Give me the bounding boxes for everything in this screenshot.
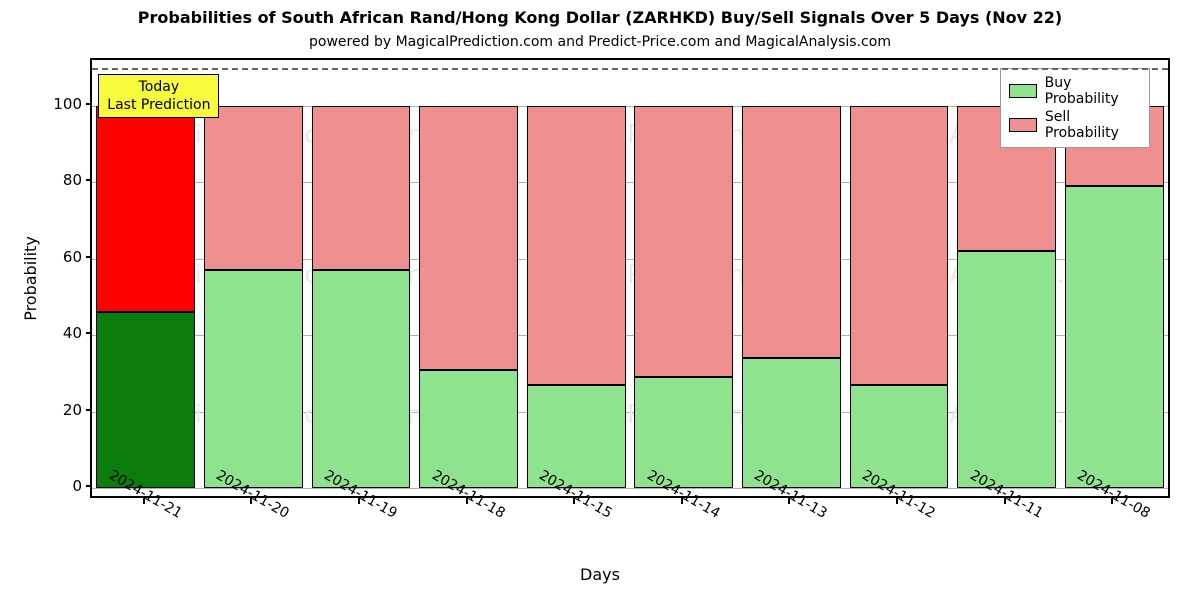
y-tick-label: 20	[63, 401, 82, 419]
today-callout: Today Last Prediction	[98, 74, 219, 118]
y-tick-label: 100	[53, 95, 82, 113]
sell-bar	[634, 106, 733, 378]
dashed-reference-line	[92, 68, 1168, 70]
legend-item-sell: Sell Probability	[1009, 109, 1141, 141]
legend-swatch-sell	[1009, 118, 1037, 132]
sell-bar	[312, 106, 411, 270]
y-tick-label: 60	[63, 248, 82, 266]
sell-bar	[96, 106, 195, 313]
y-tick-label: 0	[72, 477, 82, 495]
legend-label-sell: Sell Probability	[1045, 109, 1141, 141]
sell-bar	[742, 106, 841, 358]
x-axis-ticks: 2024-11-212024-11-202024-11-192024-11-18…	[90, 500, 1170, 570]
buy-bar	[204, 270, 303, 488]
sell-bar	[850, 106, 949, 385]
buy-bar	[312, 270, 411, 488]
sell-bar	[419, 106, 518, 370]
buy-bar	[96, 312, 195, 488]
buy-bar	[957, 251, 1056, 488]
y-tick-label: 80	[63, 171, 82, 189]
sell-bar	[527, 106, 626, 385]
y-axis-ticks: 0 20 40 60 80 100	[0, 58, 90, 498]
chart-title: Probabilities of South African Rand/Hong…	[0, 8, 1200, 27]
page-root: Probabilities of South African Rand/Hong…	[0, 0, 1200, 600]
legend-swatch-buy	[1009, 84, 1037, 98]
plot-area: MagicalPrediction.com Predict-Price.com …	[90, 58, 1170, 498]
y-tick-label: 40	[63, 324, 82, 342]
buy-bar	[1065, 186, 1164, 488]
legend-item-buy: Buy Probability	[1009, 75, 1141, 107]
chart-subtitle: powered by MagicalPrediction.com and Pre…	[0, 34, 1200, 50]
x-axis-label: Days	[0, 565, 1200, 584]
buy-bar	[742, 358, 841, 488]
sell-bar	[204, 106, 303, 270]
legend: Buy Probability Sell Probability	[1000, 68, 1150, 148]
plot-inner: MagicalPrediction.com Predict-Price.com …	[92, 60, 1168, 496]
legend-label-buy: Buy Probability	[1045, 75, 1141, 107]
